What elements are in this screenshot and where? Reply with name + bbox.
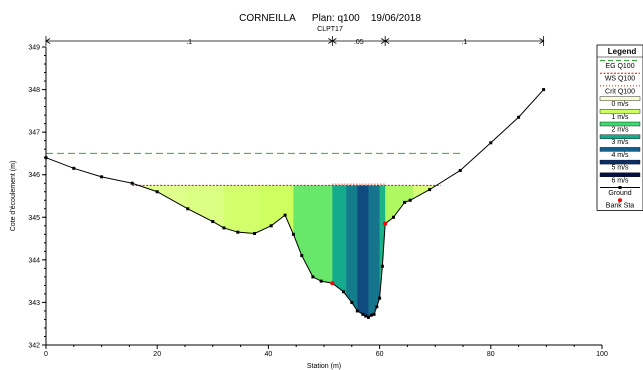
y-tick-label: 344 [28,257,40,264]
velocity-band [132,185,186,318]
ground-point [428,188,432,192]
velocity-band [223,185,261,318]
legend-swatch-velocity [599,159,641,165]
legend-swatch-ground-point [618,186,622,189]
ground-point [341,290,345,294]
velocity-band [368,185,381,318]
ground-point [269,224,273,228]
ground-point [350,300,354,304]
ground-point [186,207,190,211]
x-axis-label: Station (m) [307,363,341,370]
ground-point [130,181,134,185]
x-tick-label: 60 [376,351,384,358]
ground-point [403,200,407,204]
ground-point [378,296,382,300]
legend-frame [596,44,643,211]
legend-label: EG Q100 [605,63,634,70]
y-tick-label: 343 [28,300,40,307]
ground-point [253,231,256,235]
ground-point [155,190,159,194]
legend-label: 1 m/s [611,114,629,121]
ground-point [458,168,462,172]
chart-title: CORNEILLA Plan: q100 19/06/2018 [239,13,421,24]
velocity-band [185,185,225,318]
y-tick-label: 348 [28,87,40,94]
legend-swatch-velocity [599,147,641,152]
velocity-band [346,185,358,318]
ground-point [236,230,240,234]
ground-point [361,312,365,316]
ground-point [311,275,315,279]
axes: 0 20 40 60 80 100 342 343 344 345 346 347 348 349 [28,45,608,359]
legend-swatch-velocity [599,121,641,127]
legend-label: WS Q100 [605,76,635,83]
reach-length-markers: .1 .05 .1 [45,36,545,46]
ground-point [72,166,76,170]
legend-label: 3 m/s [611,139,629,146]
ground-point [380,264,384,268]
chart-subtitle: CLPT17 [317,26,343,33]
legend-label: Bank Sta [606,203,635,210]
legend-label: Ground [608,190,631,197]
y-tick-label: 349 [28,45,40,52]
ground-point [489,141,493,145]
velocity-band [293,185,333,318]
ground-point [319,279,323,283]
ground-point [408,198,412,202]
reach-label: .05 [354,39,364,46]
y-tick-label: 345 [28,215,40,222]
legend-label: 2 m/s [611,127,629,134]
reach-label: .1 [461,39,467,46]
legend-swatch-bank [618,198,622,203]
ground-point [517,115,521,119]
ground-point [283,213,287,217]
bank-station-point [383,221,388,226]
x-tick-label: 40 [265,351,273,358]
legend-label: 4 m/s [611,152,629,159]
ground-point [369,313,373,317]
velocity-fill [132,185,441,318]
ground-point [222,226,226,230]
legend-label: 6 m/s [611,177,629,184]
ground-point [542,88,546,92]
legend-label: 5 m/s [611,165,629,172]
y-tick-label: 347 [28,130,40,137]
bank-station-point [330,281,335,286]
legend-label: 0 m/s [611,101,629,108]
x-tick-label: 20 [153,351,161,358]
y-axis-label: Cote d'écoulement (m) [10,161,17,232]
velocity-band [357,185,370,318]
ground-profile [44,88,546,319]
legend-swatch-velocity [599,134,641,139]
legend-box: Legend EG Q100 WS Q100 Crit Q100 0 m/s 1 m/s 2… [596,44,643,211]
ground-point [211,220,215,224]
velocity-band [332,185,347,318]
x-tick-label: 0 [44,351,48,358]
ground-point [372,312,376,316]
velocity-band [260,185,295,318]
ground-point [100,175,104,179]
ground-point [364,314,368,318]
y-tick-label: 346 [28,172,40,179]
y-tick-label: 342 [28,343,40,350]
reach-label: .1 [186,39,192,46]
ground-point [355,309,359,313]
velocity-band [379,185,386,318]
legend-title: Legend [608,47,637,56]
ground-point [291,232,295,236]
legend-swatch-velocity [599,172,641,178]
ground-point [392,215,395,219]
velocity-band [412,185,441,318]
x-tick-label: 80 [487,351,495,358]
ground-point [300,254,304,258]
ground-point [375,305,379,309]
legend-swatch-velocity [599,109,641,114]
ground-point [366,315,370,319]
legend-swatch-velocity [599,96,641,101]
x-tick-label: 100 [596,351,608,358]
legend-label: Crit Q100 [605,88,635,95]
